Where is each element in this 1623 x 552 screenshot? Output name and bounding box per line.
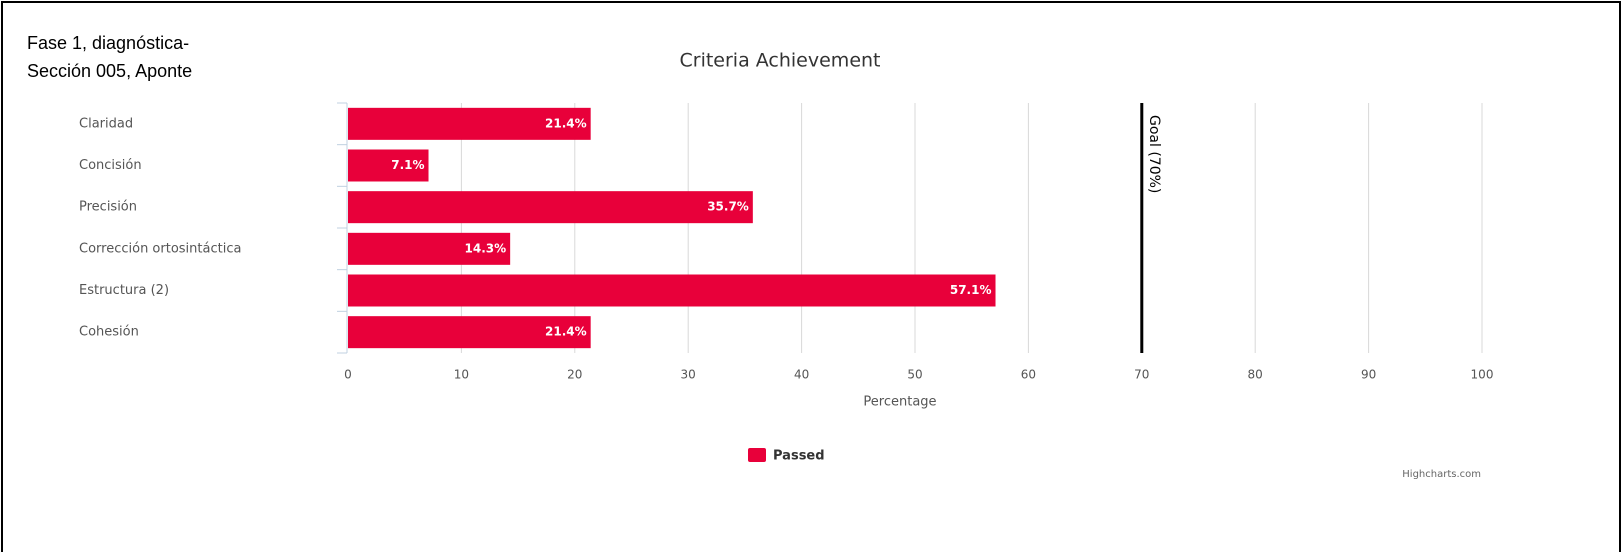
credit: Highcharts.com	[1402, 469, 1481, 480]
bar	[348, 149, 429, 182]
y-tick-label: Claridad	[79, 116, 133, 131]
y-tick-label: Concisión	[79, 158, 142, 173]
x-tick-label: 50	[907, 368, 922, 382]
legend-label: Passed	[773, 449, 825, 464]
data-label: 35.7%	[707, 200, 749, 214]
x-axis-title: Percentage	[863, 395, 936, 410]
x-tick-label: 60	[1021, 368, 1036, 382]
bar	[348, 107, 591, 140]
chart-title: Criteria Achievement	[679, 50, 880, 72]
x-tick-label: 20	[567, 368, 582, 382]
y-tick-label: Cohesión	[79, 325, 139, 340]
data-label: 21.4%	[545, 116, 587, 130]
legend-swatch	[748, 448, 766, 462]
y-tick-label: Precisión	[79, 200, 137, 215]
data-label: 14.3%	[465, 241, 507, 255]
x-tick-label: 10	[454, 368, 469, 382]
bar	[348, 316, 591, 349]
bar	[348, 191, 753, 224]
header-line: Fase 1, diagnóstica-	[27, 33, 189, 53]
data-label: 57.1%	[950, 283, 992, 297]
goal-label: Goal (70%)	[1146, 115, 1162, 193]
x-tick-label: 40	[794, 368, 809, 382]
y-tick-label: Estructura (2)	[79, 283, 169, 298]
x-tick-label: 30	[681, 368, 696, 382]
x-tick-label: 0	[344, 368, 352, 382]
bar	[348, 232, 511, 265]
data-label: 7.1%	[391, 158, 424, 172]
x-tick-label: 90	[1361, 368, 1376, 382]
x-tick-label: 100	[1471, 368, 1494, 382]
bar	[348, 274, 996, 307]
data-label: 21.4%	[545, 325, 587, 339]
y-tick-label: Corrección ortosintáctica	[79, 241, 241, 256]
x-tick-label: 70	[1134, 368, 1149, 382]
header-line: Sección 005, Aponte	[27, 61, 192, 81]
x-tick-label: 80	[1248, 368, 1263, 382]
